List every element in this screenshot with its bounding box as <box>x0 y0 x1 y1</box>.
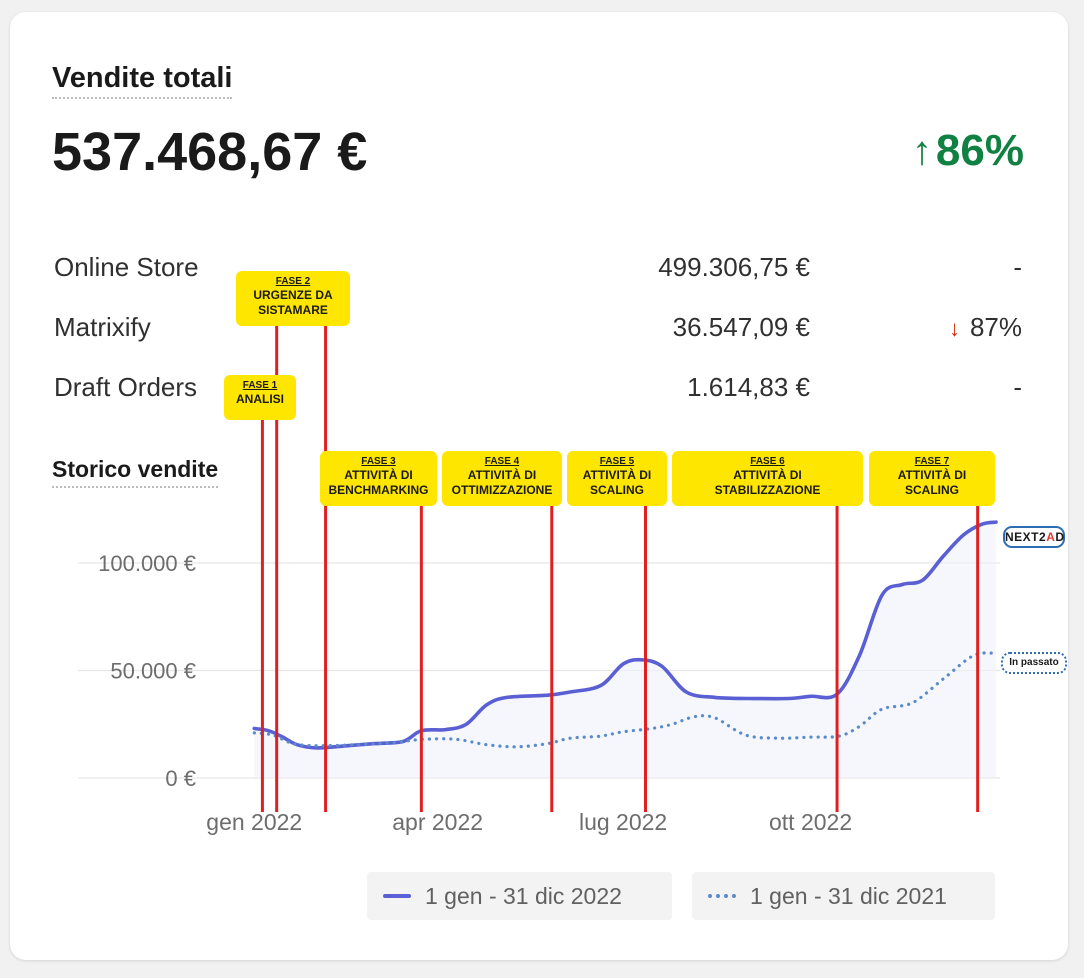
channel-amount: 36.547,09 € <box>672 312 810 342</box>
x-tick-label: ott 2022 <box>769 809 852 835</box>
breakdown-row-online-store: Online Store 499.306,75 € - <box>54 244 1024 304</box>
delta-value: 86% <box>935 126 1024 175</box>
phase-label: ATTIVITÀ DI SCALING <box>897 468 967 497</box>
phase-label: ATTIVITÀ DI SCALING <box>582 468 652 497</box>
breakdown-row-matrixify: Matrixify 36.547,09 € ↓ 87% <box>54 304 1024 364</box>
phase-number: FASE 7 <box>914 456 950 467</box>
channel-name: Matrixify <box>54 312 151 342</box>
card-title[interactable]: Vendite totali <box>52 62 233 99</box>
total-sales-value: 537.468,67 € <box>52 122 368 182</box>
phase-label: URGENZE DA SISTAMARE <box>253 288 333 317</box>
channel-change: ↓ 87% <box>949 312 1022 343</box>
phase-tag-3: FASE 3 ATTIVITÀ DI BENCHMARKING <box>320 451 437 506</box>
solid-line-swatch <box>383 894 411 898</box>
dotted-line-swatch <box>708 894 736 898</box>
breakdown-row-draft-orders: Draft Orders 1.614,83 € - <box>54 364 1024 424</box>
phase-number: FASE 5 <box>599 456 635 467</box>
phase-number: FASE 1 <box>242 380 278 391</box>
sales-breakdown: Online Store 499.306,75 € - Matrixify 36… <box>54 244 1024 424</box>
legend-current-period[interactable]: 1 gen - 31 dic 2022 <box>367 872 672 920</box>
phase-tag-7: FASE 7 ATTIVITÀ DI SCALING <box>869 451 995 506</box>
y-tick-label: 0 € <box>165 766 196 791</box>
legend-label: 1 gen - 31 dic 2021 <box>750 882 947 909</box>
phase-label: ATTIVITÀ DI STABILIZZAZIONE <box>714 468 821 497</box>
channel-change-value: 87% <box>969 312 1022 342</box>
series-line-previous <box>252 651 998 749</box>
phase-number: FASE 3 <box>361 456 396 467</box>
phase-tag-4: FASE 4 ATTIVITÀ DI OTTIMIZZAZIONE <box>442 451 562 506</box>
phase-label: ATTIVITÀ DI BENCHMARKING <box>328 468 429 497</box>
channel-change: - <box>1013 252 1022 282</box>
channel-amount: 1.614,83 € <box>687 372 810 402</box>
history-title[interactable]: Storico vendite <box>52 456 219 488</box>
phase-label: ANALISI <box>236 392 284 406</box>
series-area-current <box>254 522 996 778</box>
y-tick-label: 100.000 € <box>98 551 196 576</box>
past-period-badge: In passato <box>1001 652 1067 674</box>
channel-change: - <box>1013 372 1022 402</box>
series-line-current <box>252 520 998 750</box>
channel-name: Online Store <box>54 252 199 282</box>
phase-tag-5: FASE 5 ATTIVITÀ DI SCALING <box>567 451 667 506</box>
arrow-down-icon: ↓ <box>948 316 960 341</box>
phase-tag-1: FASE 1 ANALISI <box>224 375 296 420</box>
arrow-up-icon: ↑ <box>911 129 932 173</box>
legend-previous-period[interactable]: 1 gen - 31 dic 2021 <box>692 872 995 920</box>
phase-number: FASE 6 <box>750 456 785 467</box>
phase-tag-6: FASE 6 ATTIVITÀ DI STABILIZZAZIONE <box>672 451 863 506</box>
x-tick-label: apr 2022 <box>392 809 483 835</box>
phase-tag-2: FASE 2 URGENZE DA SISTAMARE <box>236 271 350 326</box>
x-tick-label: gen 2022 <box>206 809 302 835</box>
phase-label: ATTIVITÀ DI OTTIMIZZAZIONE <box>451 468 553 497</box>
channel-amount: 499.306,75 € <box>658 252 810 282</box>
channel-name: Draft Orders <box>54 372 198 402</box>
total-sales-delta: ↑ 86% <box>912 126 1024 176</box>
legend-label: 1 gen - 31 dic 2022 <box>425 882 622 909</box>
brand-badge: NEXT2AD <box>1003 526 1065 548</box>
phase-number: FASE 2 <box>275 276 311 287</box>
x-tick-label: lug 2022 <box>579 809 667 835</box>
phase-number: FASE 4 <box>484 456 520 467</box>
y-tick-label: 50.000 € <box>110 659 196 684</box>
